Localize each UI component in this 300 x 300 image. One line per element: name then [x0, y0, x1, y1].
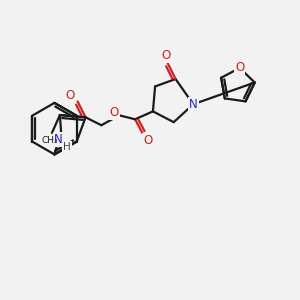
Text: O: O: [65, 89, 74, 102]
Text: O: O: [161, 49, 170, 62]
Text: O: O: [110, 106, 119, 119]
Text: N: N: [54, 133, 62, 146]
Text: H: H: [63, 142, 71, 152]
Text: CH₃: CH₃: [42, 136, 58, 145]
Text: O: O: [143, 134, 153, 147]
Text: O: O: [235, 61, 244, 74]
Text: N: N: [189, 98, 198, 111]
